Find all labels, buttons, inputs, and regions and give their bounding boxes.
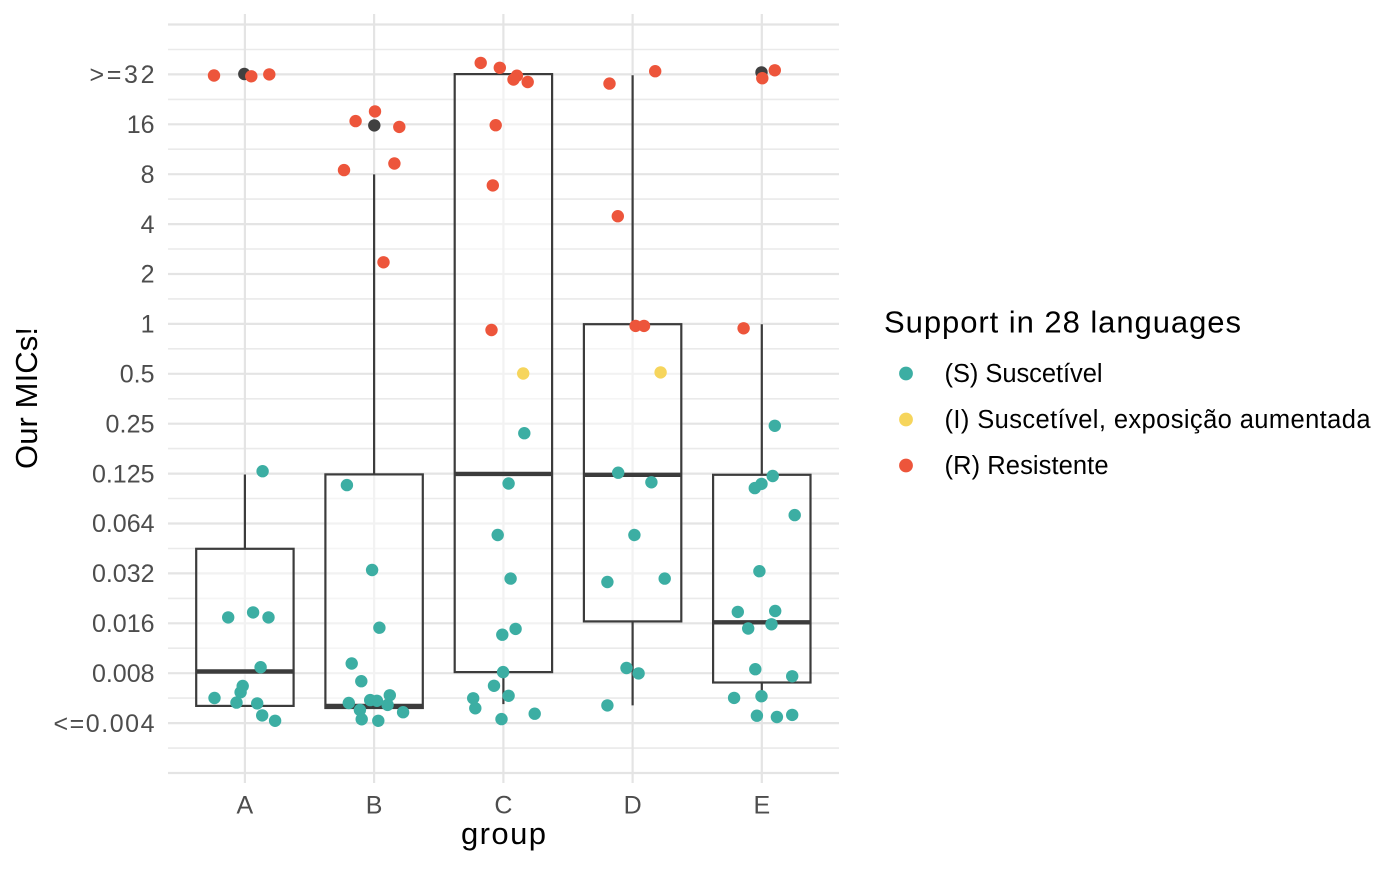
svg-text:0.5: 0.5 (120, 361, 155, 389)
svg-text:C: C (494, 791, 512, 819)
svg-text:16: 16 (127, 111, 155, 139)
svg-text:0.016: 0.016 (92, 610, 155, 638)
svg-text:Support in 28 languages: Support in 28 languages (884, 305, 1241, 340)
svg-text:0.008: 0.008 (92, 660, 155, 688)
svg-text:(I) Suscetível, exposição aume: (I) Suscetível, exposição aumentada (945, 406, 1372, 434)
svg-text:4: 4 (141, 211, 155, 239)
svg-text:8: 8 (141, 161, 155, 189)
svg-text:E: E (753, 791, 770, 819)
svg-text:A: A (237, 791, 254, 819)
svg-text:1: 1 (141, 311, 155, 339)
svg-text:0.25: 0.25 (106, 410, 155, 438)
svg-text:<=0.004: <=0.004 (54, 710, 155, 738)
svg-text:0.064: 0.064 (92, 510, 155, 538)
svg-text:0.032: 0.032 (92, 560, 155, 588)
svg-text:(S) Suscetível: (S) Suscetível (945, 360, 1103, 388)
svg-text:Our MICs!: Our MICs! (9, 327, 44, 469)
svg-text:group: group (461, 816, 546, 851)
svg-text:D: D (624, 791, 642, 819)
svg-text:(R) Resistente: (R) Resistente (945, 452, 1109, 480)
svg-text:2: 2 (141, 261, 155, 289)
svg-text:B: B (366, 791, 383, 819)
svg-text:0.125: 0.125 (92, 460, 155, 488)
